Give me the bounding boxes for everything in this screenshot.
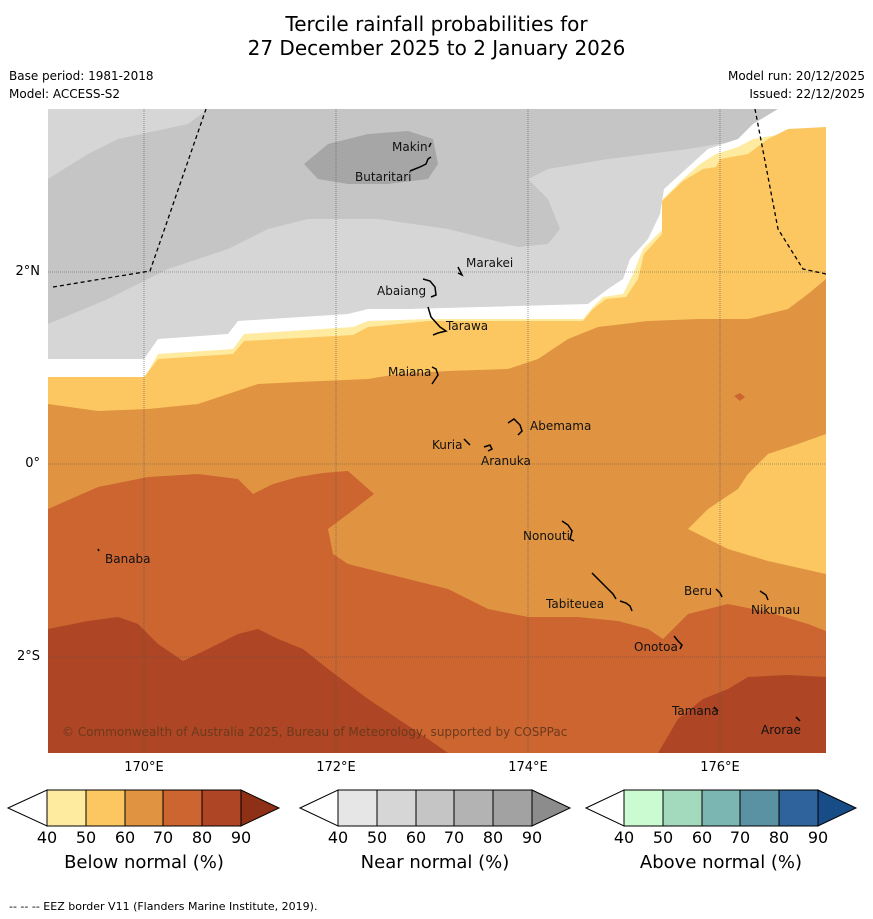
island-outlines <box>97 142 801 722</box>
place-label-arorae: Arorae <box>761 723 801 737</box>
above-tick-70: 70 <box>729 828 751 847</box>
near-tick-80: 80 <box>482 828 504 847</box>
below-tick-60: 60 <box>114 828 136 847</box>
legend-above-normal <box>584 789 858 827</box>
probability-map: Makin Butaritari Marakei Abaiang Tarawa … <box>48 109 826 753</box>
above-swatch-50 <box>662 789 703 827</box>
legend-near-normal <box>298 789 572 827</box>
below-tick-90: 90 <box>230 828 252 847</box>
place-label-onotoa: Onotoa <box>634 640 678 654</box>
place-label-maiana: Maiana <box>388 365 431 379</box>
legend-below-normal <box>6 789 281 827</box>
place-labels: Makin Butaritari Marakei Abaiang Tarawa … <box>105 140 801 737</box>
near-tick-70: 70 <box>443 828 465 847</box>
above-swatch-60 <box>701 789 741 827</box>
near-swatch-90 <box>531 789 572 827</box>
meta-left: Base period: 1981-2018 Model: ACCESS-S2 <box>9 67 154 103</box>
graticule <box>48 109 826 753</box>
lat-label-2s: 2°S <box>16 649 40 664</box>
near-swatch-70 <box>453 789 494 827</box>
place-label-marakei: Marakei <box>466 256 513 270</box>
copyright-notice: © Commonwealth of Australia 2025, Bureau… <box>62 725 567 739</box>
place-label-aranuka: Aranuka <box>481 454 531 468</box>
near-normal-70-region <box>304 131 438 184</box>
near-swatch-80 <box>492 789 533 827</box>
place-label-banaba: Banaba <box>105 552 151 566</box>
lat-label-0: 0° <box>25 456 40 471</box>
place-label-tamana: Tamana <box>671 704 719 718</box>
place-label-butaritari: Butaritari <box>355 170 412 184</box>
above-swatch-70 <box>739 789 780 827</box>
place-label-kuria: Kuria <box>432 438 463 452</box>
title-line-1: Tercile rainfall probabilities for <box>285 12 588 36</box>
place-label-abaiang: Abaiang <box>377 284 426 298</box>
below-tick-50: 50 <box>75 828 97 847</box>
place-label-beru: Beru <box>684 584 712 598</box>
near-tick-60: 60 <box>405 828 427 847</box>
above-swatch-90 <box>817 789 858 827</box>
above-tick-90: 90 <box>807 828 829 847</box>
title-line-2: 27 December 2025 to 2 January 2026 <box>247 36 626 60</box>
near-swatch-60 <box>415 789 455 827</box>
above-normal-caption: Above normal (%) <box>639 852 803 873</box>
above-tick-80: 80 <box>768 828 790 847</box>
below-swatch-60 <box>124 789 164 827</box>
small-anomaly-spot <box>734 393 745 401</box>
below-swatch-50 <box>85 789 126 827</box>
near-tick-50: 50 <box>366 828 388 847</box>
above-swatch-40 <box>623 789 664 827</box>
lat-label-2n: 2°N <box>15 264 41 279</box>
above-tick-60: 60 <box>691 828 713 847</box>
near-tick-90: 90 <box>521 828 543 847</box>
place-label-tarawa: Tarawa <box>445 319 488 333</box>
below-tick-80: 80 <box>191 828 213 847</box>
near-normal-caption: Near normal (%) <box>360 852 510 873</box>
below-swatch-90 <box>240 789 281 827</box>
below-normal-80-region-west <box>48 617 448 753</box>
lon-label-174e: 174°E <box>508 760 548 775</box>
lon-label-170e: 170°E <box>124 760 164 775</box>
eez-border <box>52 109 826 288</box>
issued-date: Issued: 22/12/2025 <box>749 87 865 101</box>
map-title: Tercile rainfall probabilities for 27 De… <box>0 12 873 60</box>
below-normal-80-region-east <box>658 675 826 753</box>
base-period: Base period: 1981-2018 <box>9 69 154 83</box>
place-label-abemama: Abemama <box>530 419 591 433</box>
near-tick-40: 40 <box>327 828 349 847</box>
below-tick-40: 40 <box>36 828 58 847</box>
legend-bars <box>6 789 858 827</box>
above-tick-50: 50 <box>652 828 674 847</box>
model-run: Model run: 20/12/2025 <box>727 69 865 83</box>
above-tick-40: 40 <box>613 828 635 847</box>
below-swatch-80 <box>201 789 242 827</box>
below-swatch-70 <box>162 789 203 827</box>
place-label-nikunau: Nikunau <box>751 603 800 617</box>
near-swatch-40 <box>337 789 378 827</box>
lon-label-172e: 172°E <box>316 760 356 775</box>
model-name: Model: ACCESS-S2 <box>9 87 121 101</box>
below-swatch-40 <box>46 789 87 827</box>
above-swatch-80 <box>778 789 819 827</box>
near-normal-60-region <box>48 109 826 324</box>
place-label-nonouti: Nonouti <box>523 529 570 543</box>
eez-footnote: -- -- -- EEZ border V11 (Flanders Marine… <box>9 900 318 913</box>
meta-right: Model run: 20/12/2025 Issued: 22/12/2025 <box>728 67 865 103</box>
near-swatch-50 <box>376 789 417 827</box>
place-label-makin: Makin <box>392 140 428 154</box>
below-tick-70: 70 <box>152 828 174 847</box>
place-label-tabiteuea: Tabiteuea <box>545 597 604 611</box>
lon-label-176e: 176°E <box>700 760 740 775</box>
below-normal-caption: Below normal (%) <box>64 852 224 873</box>
